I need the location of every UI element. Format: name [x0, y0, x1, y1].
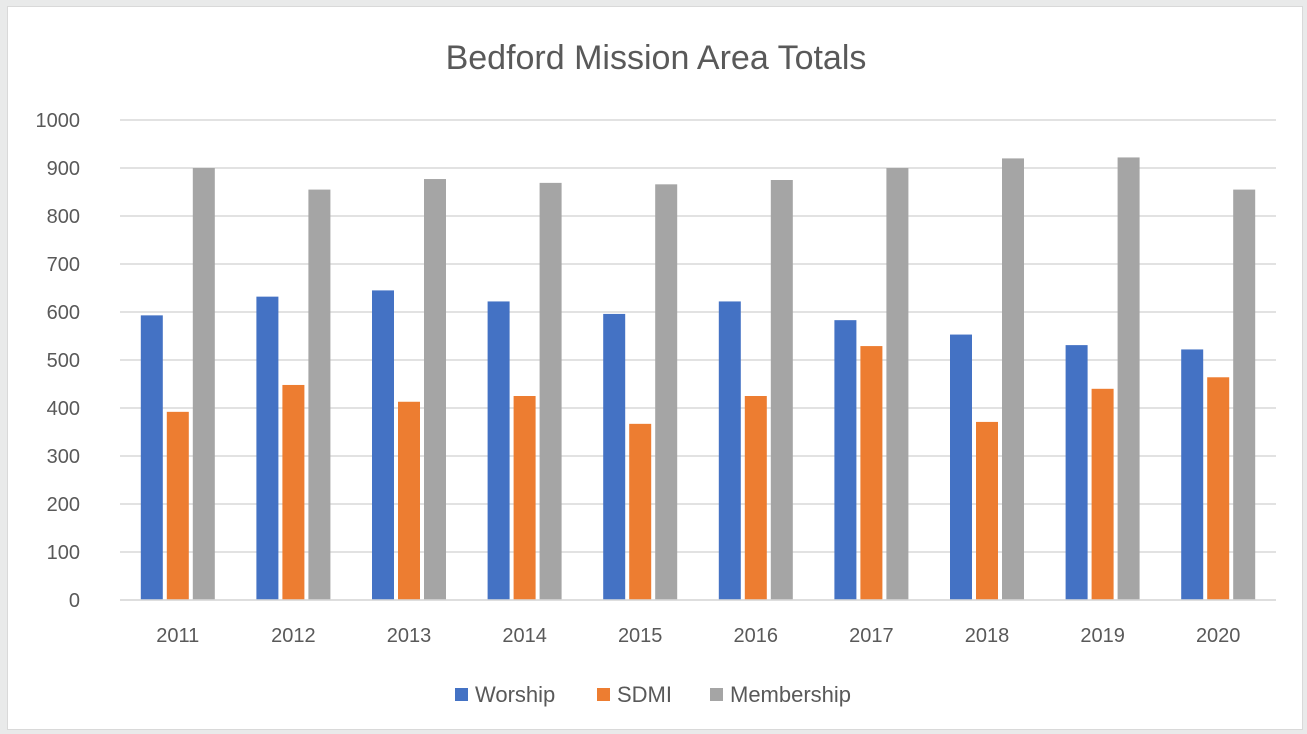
x-tick-label: 2013 [387, 625, 432, 647]
x-tick-label: 2016 [734, 625, 779, 647]
legend-label-membership: Membership [730, 682, 851, 707]
x-tick-label: 2011 [156, 625, 199, 647]
x-axis: 2011 2012 2013 2014 2015 2016 2017 2018 2019 2020 [120, 599, 1276, 647]
bar-worship-2018 [950, 334, 972, 600]
bar-membership-2016 [770, 180, 793, 600]
bar-worship-2016 [718, 301, 741, 600]
x-tick-label: 2015 [618, 625, 663, 647]
chart-title: Bedford Mission Area Totals [446, 39, 867, 77]
y-tick-label: 1000 [36, 110, 81, 132]
legend: Worship SDMI Membership [455, 682, 851, 707]
y-tick-label: 900 [47, 158, 80, 180]
y-tick-label: 800 [47, 206, 80, 228]
bar-worship-2019 [1065, 345, 1088, 600]
y-tick-label: 0 [69, 590, 80, 612]
bar-sdmi-2018 [976, 421, 998, 600]
bar-membership-2013 [424, 179, 446, 601]
y-tick-label: 700 [47, 254, 80, 276]
bar-membership-2018 [1002, 158, 1024, 600]
x-tick-label: 2018 [965, 625, 1010, 647]
bar-sdmi-2016 [744, 396, 767, 600]
bar-membership-2011 [192, 168, 215, 600]
bar-sdmi-2013 [398, 401, 420, 600]
y-tick-label: 600 [47, 302, 80, 324]
bar-sdmi-2020 [1207, 377, 1230, 600]
y-tick-label: 300 [47, 446, 80, 468]
bar-sdmi-2012 [282, 384, 305, 600]
x-tick-label: 2017 [849, 625, 894, 647]
legend-label-worship: Worship [475, 682, 555, 707]
bar-worship-2020 [1181, 349, 1204, 600]
bar-sdmi-2019 [1091, 388, 1114, 600]
y-tick-label: 200 [47, 494, 80, 516]
bars [140, 157, 1256, 601]
bar-worship-2017 [834, 320, 857, 600]
y-tick-label: 500 [47, 350, 80, 372]
legend-swatch-membership [710, 688, 723, 701]
bar-membership-2017 [886, 168, 909, 600]
y-axis: 0 100 200 300 400 500 600 700 800 900 1000 [36, 110, 81, 612]
y-tick-label: 400 [47, 398, 80, 420]
x-tick-label: 2019 [1080, 625, 1125, 647]
bar-sdmi-2017 [860, 346, 883, 600]
legend-swatch-worship [455, 688, 468, 701]
bar-worship-2011 [140, 315, 163, 600]
bar-membership-2019 [1117, 157, 1140, 600]
bar-worship-2012 [256, 296, 279, 600]
bar-membership-2012 [308, 189, 331, 600]
x-tick-label: 2012 [271, 625, 316, 647]
bar-worship-2014 [487, 301, 510, 600]
legend-label-sdmi: SDMI [617, 682, 672, 707]
legend-swatch-sdmi [597, 688, 610, 701]
bar-worship-2015 [603, 313, 626, 600]
x-tick-label: 2014 [502, 625, 547, 647]
bar-membership-2014 [539, 182, 562, 600]
bar-membership-2015 [655, 184, 678, 600]
x-tick-label: 2020 [1196, 625, 1241, 647]
bar-sdmi-2011 [166, 411, 189, 600]
bar-worship-2013 [372, 290, 394, 600]
bar-sdmi-2015 [629, 423, 652, 600]
y-tick-label: 100 [47, 542, 80, 564]
bar-membership-2020 [1233, 189, 1256, 600]
bar-sdmi-2014 [513, 396, 536, 600]
